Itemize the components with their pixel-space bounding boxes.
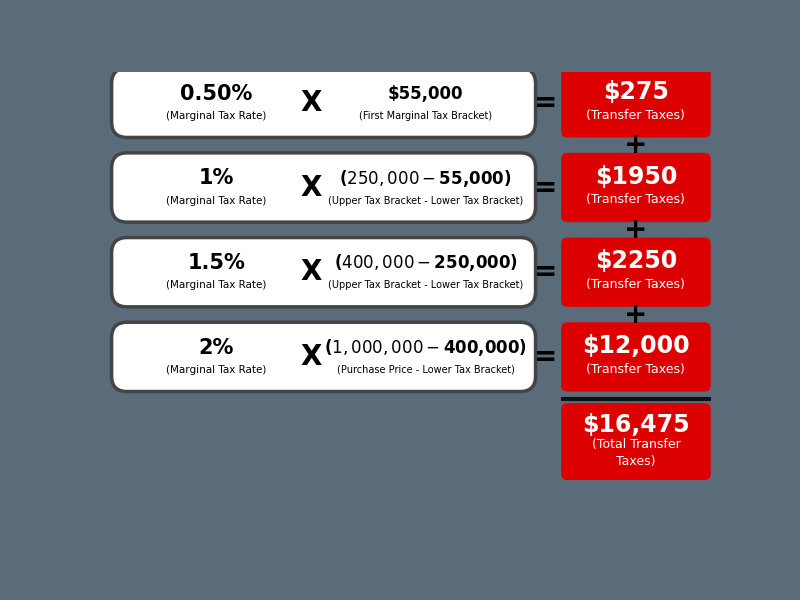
Text: (Marginal Tax Rate): (Marginal Tax Rate)	[166, 280, 266, 290]
Text: (Marginal Tax Rate): (Marginal Tax Rate)	[166, 111, 266, 121]
Text: (Transfer Taxes): (Transfer Taxes)	[586, 363, 686, 376]
Text: (First Marginal Tax Bracket): (First Marginal Tax Bracket)	[359, 111, 492, 121]
FancyBboxPatch shape	[561, 322, 710, 392]
Text: +: +	[624, 131, 648, 159]
Text: (Marginal Tax Rate): (Marginal Tax Rate)	[166, 196, 266, 206]
Text: $2250: $2250	[594, 250, 677, 274]
Text: (Transfer Taxes): (Transfer Taxes)	[586, 109, 686, 122]
Text: 2%: 2%	[198, 338, 234, 358]
Text: (Upper Tax Bracket - Lower Tax Bracket): (Upper Tax Bracket - Lower Tax Bracket)	[328, 196, 523, 206]
FancyBboxPatch shape	[561, 238, 710, 307]
Text: (Purchase Price - Lower Tax Bracket): (Purchase Price - Lower Tax Bracket)	[337, 365, 514, 375]
Text: (Upper Tax Bracket - Lower Tax Bracket): (Upper Tax Bracket - Lower Tax Bracket)	[328, 280, 523, 290]
Text: =: =	[534, 258, 558, 286]
Text: X: X	[300, 89, 322, 117]
Text: (Transfer Taxes): (Transfer Taxes)	[586, 278, 686, 291]
Text: +: +	[624, 216, 648, 244]
Text: $55,000: $55,000	[388, 85, 463, 103]
Text: (Marginal Tax Rate): (Marginal Tax Rate)	[166, 365, 266, 375]
Text: $275: $275	[603, 80, 669, 104]
Text: ($1,000,000 - $400,000): ($1,000,000 - $400,000)	[324, 337, 527, 358]
FancyBboxPatch shape	[112, 238, 535, 307]
Text: $16,475: $16,475	[582, 413, 690, 437]
Text: =: =	[534, 173, 558, 202]
Text: $1950: $1950	[594, 165, 677, 189]
FancyBboxPatch shape	[112, 153, 535, 222]
Text: =: =	[534, 343, 558, 371]
Text: $12,000: $12,000	[582, 334, 690, 358]
Text: =: =	[534, 89, 558, 117]
FancyBboxPatch shape	[561, 68, 710, 137]
FancyBboxPatch shape	[112, 322, 535, 392]
FancyBboxPatch shape	[112, 68, 535, 137]
FancyBboxPatch shape	[561, 153, 710, 222]
Text: (Transfer Taxes): (Transfer Taxes)	[586, 193, 686, 206]
Text: X: X	[300, 173, 322, 202]
Text: ($400,000 - $250,000): ($400,000 - $250,000)	[334, 253, 518, 274]
Text: (Total Transfer
Taxes): (Total Transfer Taxes)	[591, 438, 680, 468]
Text: X: X	[300, 258, 322, 286]
Text: X: X	[300, 343, 322, 371]
Text: 1%: 1%	[198, 168, 234, 188]
FancyBboxPatch shape	[561, 403, 710, 480]
Text: 1.5%: 1.5%	[187, 253, 245, 273]
Text: ($250,000 - $55,000): ($250,000 - $55,000)	[339, 168, 512, 189]
Text: +: +	[624, 301, 648, 329]
Text: 0.50%: 0.50%	[180, 83, 253, 104]
